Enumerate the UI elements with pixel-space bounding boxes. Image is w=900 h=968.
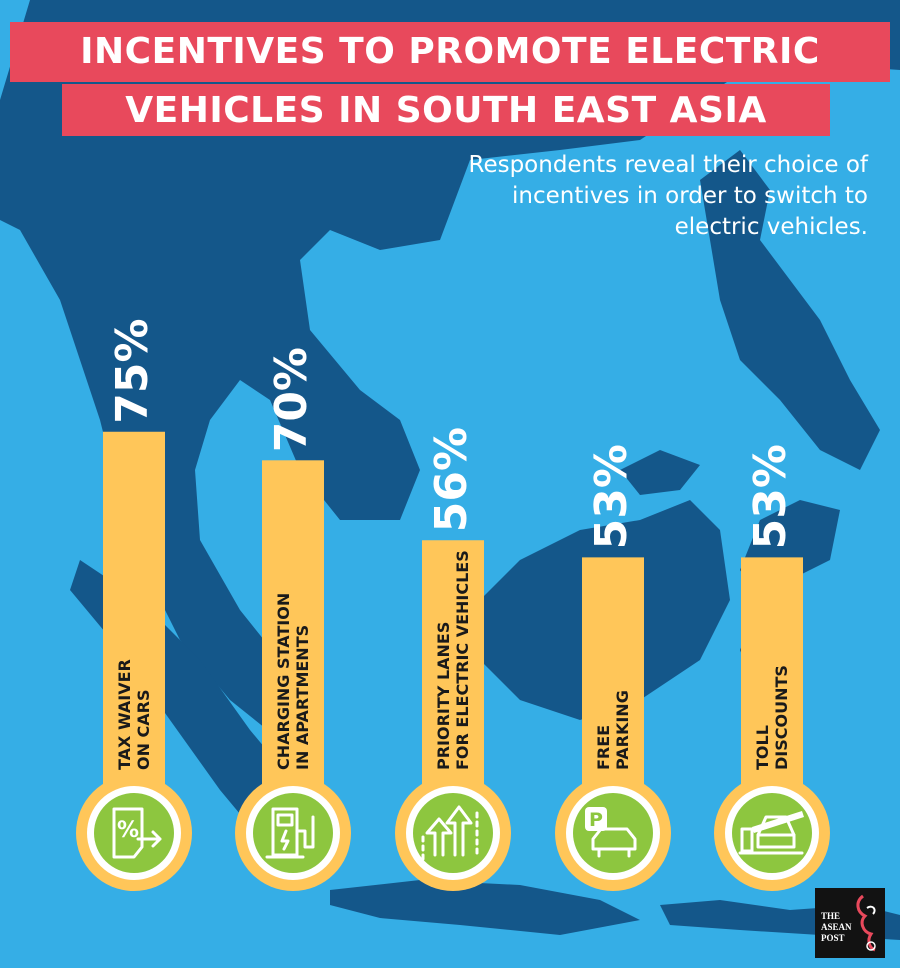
category-label-line: ON CARS bbox=[134, 689, 153, 770]
icon-circle-fill bbox=[413, 793, 493, 873]
bar-group: 53% TOLLDISCOUNTS bbox=[714, 444, 830, 891]
value-label: 53% bbox=[586, 444, 637, 549]
icon-circle-fill bbox=[253, 793, 333, 873]
category-label: CHARGING STATIONIN APARTMENTS bbox=[274, 593, 312, 770]
bar-group: 53% FREEPARKING P bbox=[555, 444, 671, 891]
title-line-2: VEHICLES IN SOUTH EAST ASIA bbox=[62, 84, 830, 136]
bird-emblem-icon bbox=[856, 894, 876, 952]
sulu-islands bbox=[620, 450, 700, 495]
value-label: 53% bbox=[745, 444, 796, 549]
category-label-line: CHARGING STATION bbox=[274, 593, 293, 770]
subtitle-line-1: Respondents reveal their choice of bbox=[468, 152, 869, 178]
category-label-line: FREE bbox=[594, 725, 613, 770]
icon-circle-fill bbox=[732, 793, 812, 873]
subtitle-line-3: electric vehicles. bbox=[674, 214, 868, 240]
category-label-line: FOR ELECTRIC VEHICLES bbox=[453, 550, 472, 770]
category-label: TOLLDISCOUNTS bbox=[753, 665, 791, 770]
charging-station-icon bbox=[265, 807, 315, 859]
parking-car-icon: P bbox=[585, 807, 637, 858]
bar-group: 70% CHARGING STATIONIN APARTMENTS bbox=[235, 347, 351, 891]
value-label: 75% bbox=[107, 318, 158, 423]
bar-group: 56% PRIORITY LANESFOR ELECTRIC VEHICLES bbox=[395, 427, 511, 891]
category-label-line: IN APARTMENTS bbox=[293, 625, 312, 770]
toll-gate-car-icon bbox=[738, 811, 804, 855]
category-label-line: DISCOUNTS bbox=[772, 665, 791, 770]
subtitle: Respondents reveal their choice of incen… bbox=[308, 150, 869, 243]
category-label-line: PARKING bbox=[613, 690, 632, 770]
value-label: 56% bbox=[426, 427, 477, 532]
category-label: PRIORITY LANESFOR ELECTRIC VEHICLES bbox=[434, 550, 472, 770]
title-line-1: INCENTIVES TO PROMOTE ELECTRIC bbox=[10, 22, 890, 82]
bar-group: 75% TAX WAIVERON CARS% bbox=[76, 318, 192, 891]
mainland-southeast-asia bbox=[0, 0, 900, 740]
category-label: FREEPARKING bbox=[594, 690, 632, 770]
tax-document-icon: % bbox=[112, 807, 162, 859]
logo-text: THE ASEAN POST bbox=[821, 911, 852, 943]
svg-text:%: % bbox=[117, 818, 139, 843]
category-label-line: TAX WAIVER bbox=[115, 659, 134, 770]
priority-lane-arrows-icon bbox=[421, 805, 479, 861]
icon-circle-fill bbox=[573, 793, 653, 873]
category-label-line: PRIORITY LANES bbox=[434, 622, 453, 770]
subtitle-line-2: incentives in order to switch to bbox=[512, 183, 868, 209]
svg-text:P: P bbox=[589, 809, 603, 831]
value-label: 70% bbox=[266, 347, 317, 452]
philippines-islands bbox=[700, 150, 880, 470]
asean-post-logo: THE ASEAN POST bbox=[815, 888, 885, 958]
java-island bbox=[330, 880, 640, 935]
category-label: TAX WAIVERON CARS bbox=[115, 659, 153, 770]
category-label-line: TOLL bbox=[753, 725, 772, 770]
